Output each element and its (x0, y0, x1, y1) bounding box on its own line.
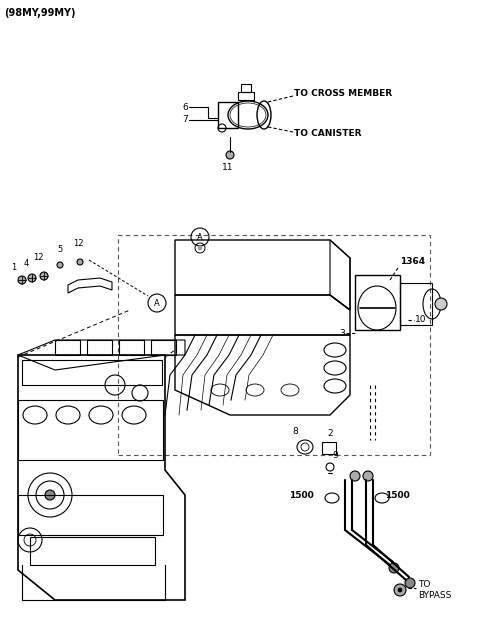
Circle shape (77, 259, 83, 265)
Text: 6: 6 (182, 102, 188, 111)
Text: (98MY,99MY): (98MY,99MY) (4, 8, 75, 18)
Text: A: A (154, 298, 160, 307)
Text: 12: 12 (73, 238, 83, 247)
Text: 5: 5 (58, 245, 62, 254)
Text: 10: 10 (415, 316, 427, 325)
Text: 1500: 1500 (289, 491, 314, 500)
Text: TO CROSS MEMBER: TO CROSS MEMBER (294, 88, 392, 98)
Text: 9: 9 (332, 450, 338, 459)
Circle shape (389, 563, 399, 573)
Bar (322, 442, 336, 454)
Text: 1364: 1364 (400, 258, 425, 266)
Bar (30, 537, 155, 565)
Text: 7: 7 (182, 116, 188, 125)
Text: A: A (197, 233, 203, 242)
Circle shape (40, 272, 48, 280)
Text: TO
BYPASS: TO BYPASS (418, 580, 451, 599)
Text: 12: 12 (33, 254, 43, 263)
Circle shape (198, 246, 202, 250)
Bar (118, 235, 430, 455)
Circle shape (226, 151, 234, 159)
Bar (355, 275, 400, 330)
Circle shape (28, 274, 36, 282)
Text: 1: 1 (12, 263, 17, 272)
Text: TO CANISTER: TO CANISTER (294, 128, 361, 137)
Bar (22, 360, 162, 385)
Bar (400, 283, 432, 325)
Text: 8: 8 (292, 427, 298, 436)
Bar (241, 84, 251, 92)
Bar (218, 102, 238, 128)
Circle shape (57, 262, 63, 268)
Bar (18, 400, 163, 460)
Circle shape (18, 276, 26, 284)
Circle shape (398, 588, 402, 592)
Circle shape (405, 578, 415, 588)
Text: 11: 11 (222, 162, 234, 171)
Bar (238, 92, 254, 100)
Text: 2: 2 (327, 429, 333, 438)
Bar (18, 495, 163, 535)
Circle shape (45, 490, 55, 500)
Text: 4: 4 (24, 259, 29, 268)
Circle shape (435, 298, 447, 310)
Text: 1500: 1500 (385, 491, 410, 500)
Circle shape (350, 471, 360, 481)
Text: 3: 3 (339, 328, 345, 337)
Circle shape (394, 584, 406, 596)
Circle shape (363, 471, 373, 481)
